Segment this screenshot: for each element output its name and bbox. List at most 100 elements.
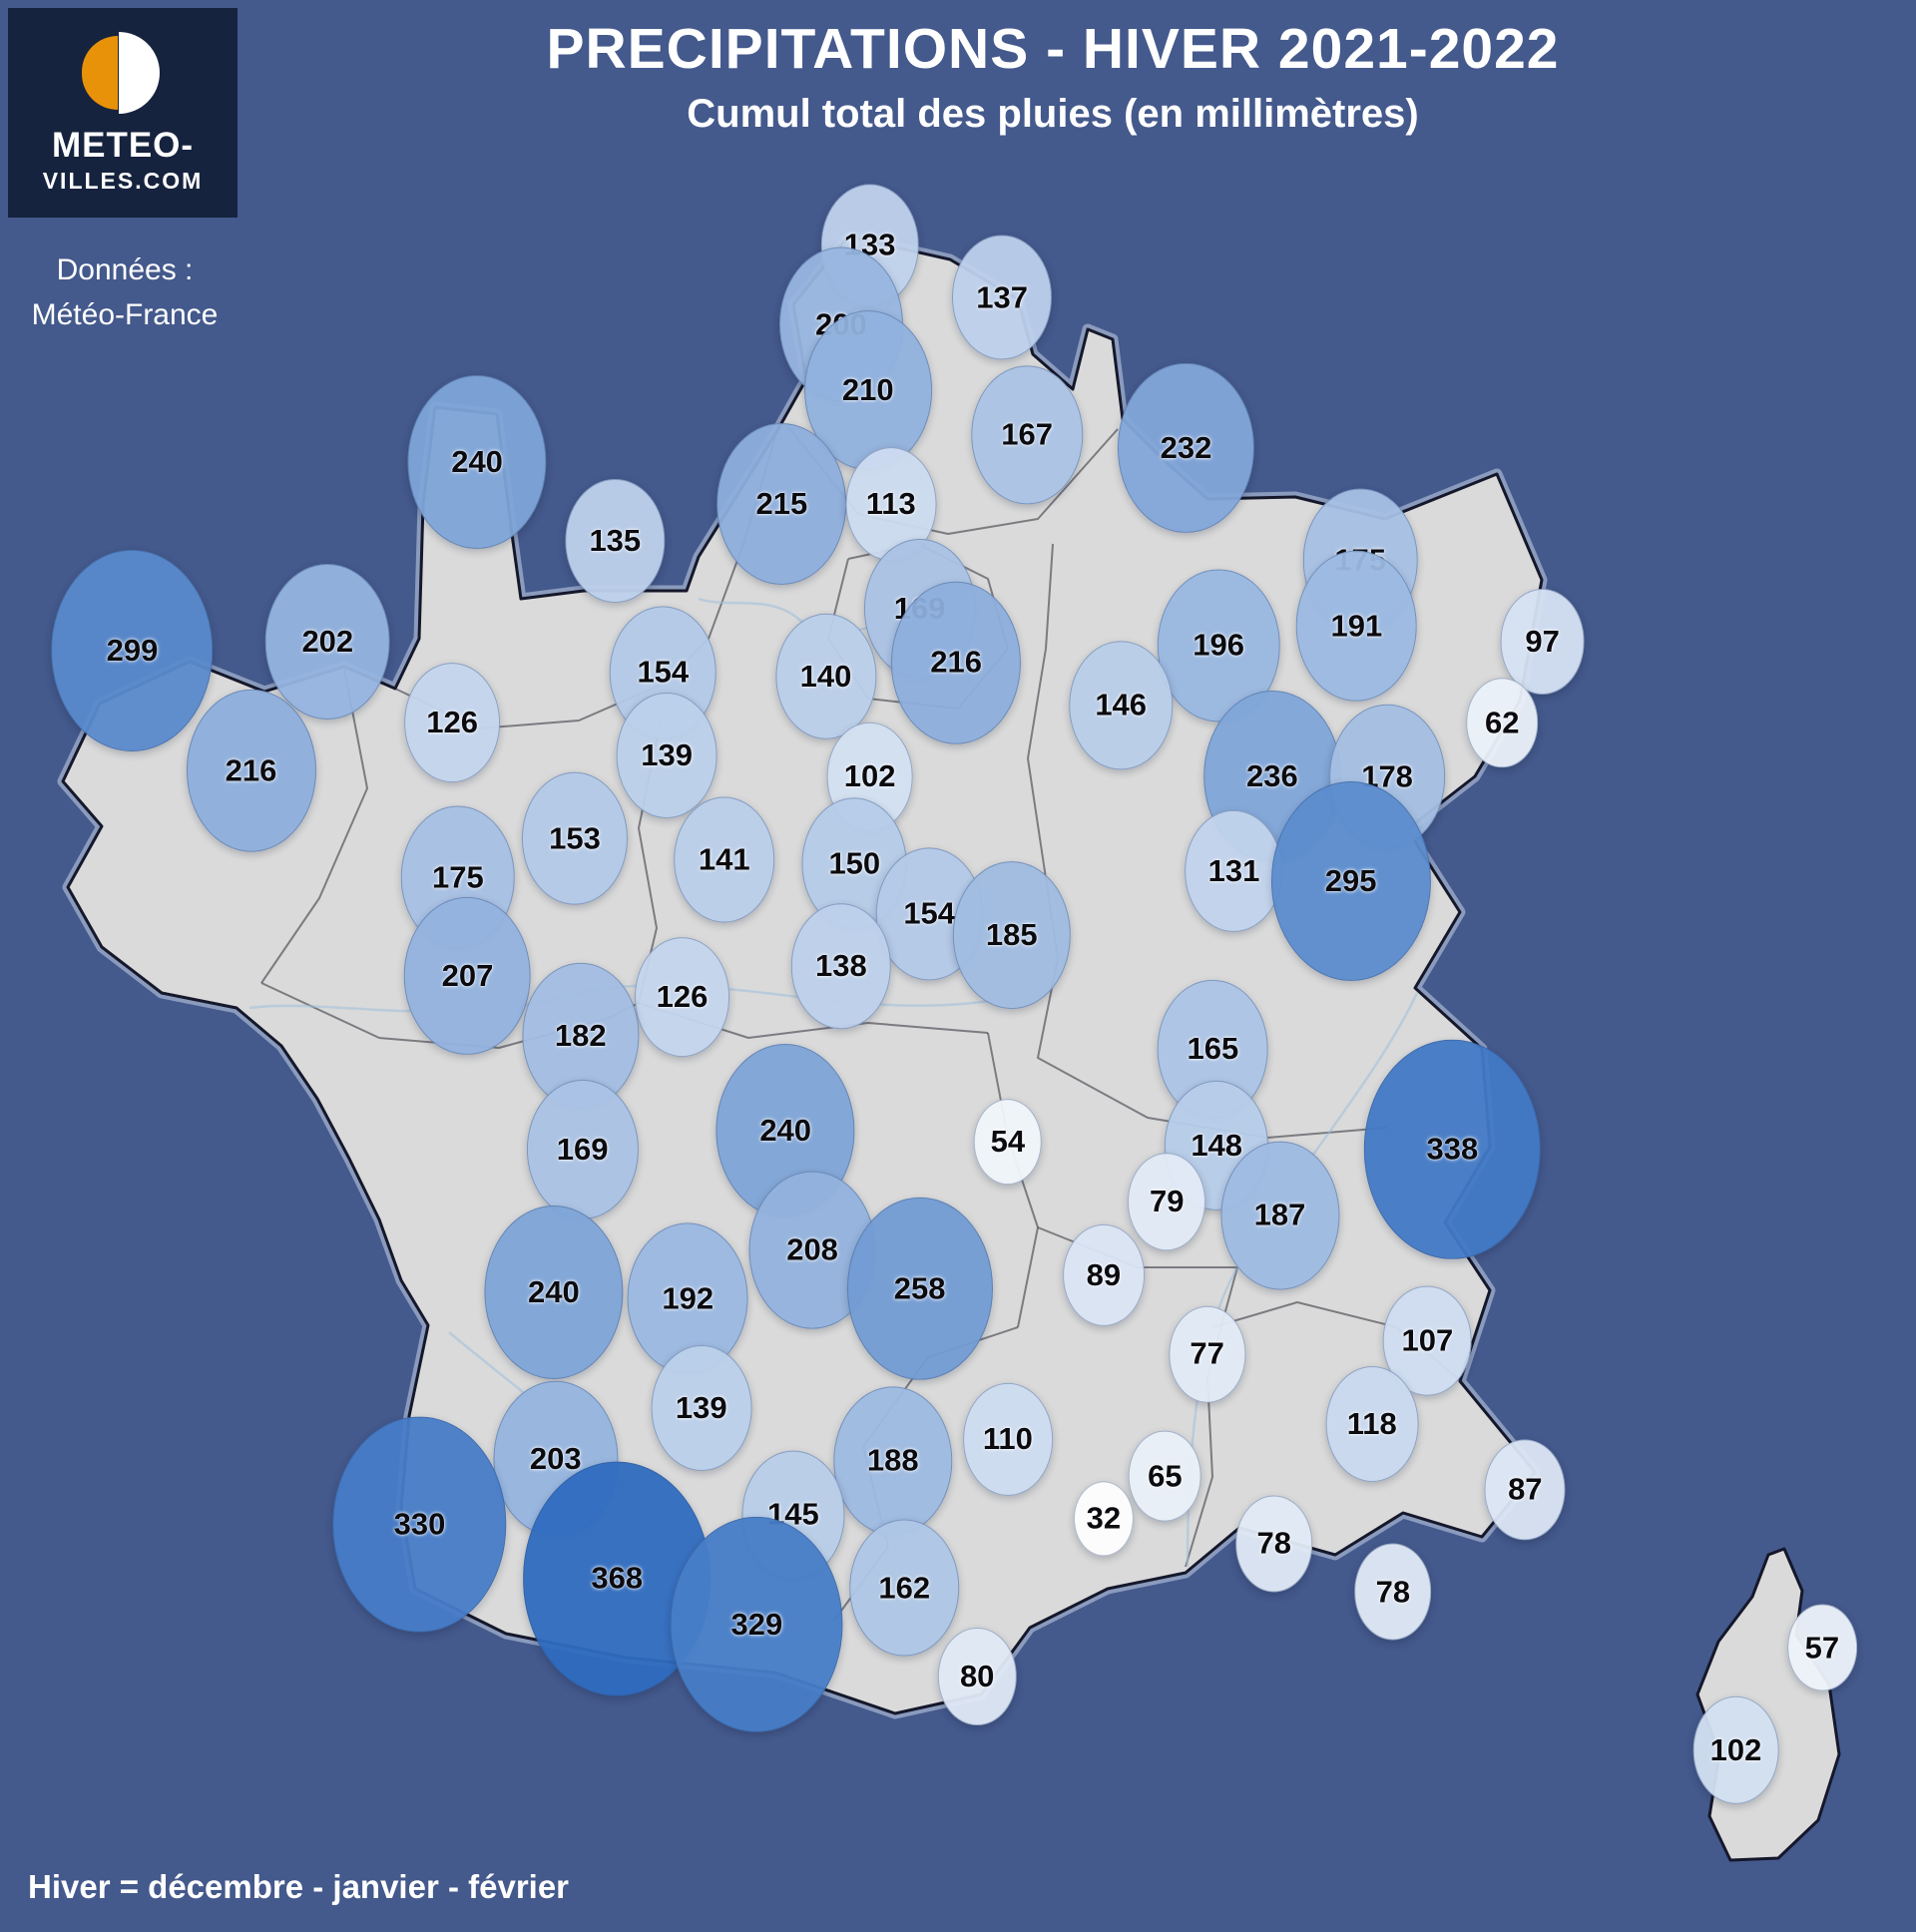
precip-bubble: 135 <box>565 479 665 604</box>
precip-bubble: 188 <box>833 1385 953 1536</box>
precip-value: 188 <box>866 1442 919 1478</box>
precip-bubble: 139 <box>616 692 718 818</box>
precip-value: 138 <box>815 947 867 983</box>
precip-bubble: 107 <box>1383 1285 1472 1396</box>
precip-value: 216 <box>930 645 982 681</box>
precip-value: 182 <box>554 1017 607 1053</box>
data-source: Données : Météo-France <box>0 247 249 337</box>
precip-value: 154 <box>637 654 690 690</box>
precip-value: 169 <box>556 1131 609 1167</box>
precip-value: 368 <box>591 1560 644 1596</box>
precip-value: 65 <box>1148 1458 1183 1494</box>
precip-bubble: 295 <box>1270 780 1431 981</box>
precip-value: 240 <box>528 1274 580 1310</box>
precip-value: 192 <box>662 1279 715 1315</box>
precip-value: 185 <box>985 917 1038 953</box>
precip-value: 150 <box>828 845 881 881</box>
precip-bubble: 77 <box>1168 1305 1246 1403</box>
precip-bubble: 169 <box>526 1079 639 1220</box>
precip-bubble: 78 <box>1354 1543 1432 1641</box>
precip-bubble: 113 <box>845 447 937 562</box>
precip-bubble: 139 <box>651 1345 752 1472</box>
precip-value: 78 <box>1375 1574 1411 1610</box>
precip-bubble: 140 <box>774 613 877 739</box>
precip-value: 141 <box>698 841 750 877</box>
header: PRECIPITATIONS - HIVER 2021-2022 Cumul t… <box>539 16 1567 137</box>
precip-value: 240 <box>759 1112 812 1148</box>
logo-text-meteo: METEO- <box>51 126 195 165</box>
precip-value: 236 <box>1246 758 1298 794</box>
precip-bubble: 207 <box>404 896 531 1055</box>
precip-value: 62 <box>1485 705 1520 740</box>
precip-bubble: 32 <box>1073 1481 1134 1557</box>
precip-bubble: 126 <box>634 937 730 1057</box>
precip-value: 215 <box>755 486 808 522</box>
precip-value: 329 <box>730 1607 783 1643</box>
precip-value: 299 <box>106 633 159 669</box>
precip-bubble: 79 <box>1128 1153 1206 1250</box>
precip-value: 131 <box>1207 853 1260 889</box>
data-source-name: Météo-France <box>31 298 219 331</box>
logo-text-villes: VILLES.COM <box>42 168 204 194</box>
precip-value: 167 <box>1001 416 1053 452</box>
precip-bubble: 146 <box>1069 640 1173 770</box>
precip-value: 135 <box>589 523 642 559</box>
precip-value: 338 <box>1426 1131 1479 1167</box>
precip-bubble: 97 <box>1500 588 1586 695</box>
precip-value: 295 <box>1324 862 1377 898</box>
precip-value: 139 <box>675 1390 727 1426</box>
precip-value: 126 <box>426 705 478 740</box>
precip-value: 240 <box>451 443 503 479</box>
precip-bubble: 216 <box>891 581 1022 744</box>
logo-white-half <box>119 32 160 114</box>
precip-value: 207 <box>441 957 494 993</box>
precip-bubble: 330 <box>332 1416 507 1633</box>
precip-bubble: 65 <box>1129 1430 1201 1522</box>
precip-value: 187 <box>1253 1197 1306 1232</box>
precip-bubble: 299 <box>51 550 214 752</box>
precip-value: 113 <box>865 486 916 522</box>
precip-value: 146 <box>1095 687 1148 723</box>
precip-bubble: 338 <box>1364 1039 1541 1260</box>
precip-bubble: 141 <box>673 796 775 923</box>
precip-value: 102 <box>843 758 896 794</box>
precip-bubble: 240 <box>407 374 547 549</box>
meteo-villes-logo-icon <box>82 32 164 114</box>
precip-bubble: 131 <box>1185 810 1283 933</box>
precip-bubble: 153 <box>521 771 629 905</box>
page-subtitle: Cumul total des pluies (en millimètres) <box>687 92 1419 136</box>
precip-bubble: 80 <box>937 1628 1017 1726</box>
precip-value: 97 <box>1525 623 1560 659</box>
footer-note: Hiver = décembre - janvier - février <box>28 1868 570 1905</box>
data-source-label: Données : <box>56 253 194 286</box>
precip-value: 208 <box>786 1231 838 1267</box>
precip-bubble: 162 <box>849 1519 960 1657</box>
precip-bubble: 138 <box>790 903 892 1029</box>
precip-value: 216 <box>225 752 277 788</box>
precip-bubble: 110 <box>963 1383 1053 1496</box>
page-title: PRECIPITATIONS - HIVER 2021-2022 <box>546 17 1560 81</box>
precip-value: 203 <box>529 1440 582 1476</box>
precip-bubble: 102 <box>1692 1695 1779 1805</box>
precip-bubble: 216 <box>186 690 316 852</box>
meteo-villes-logo: METEO- VILLES.COM <box>8 8 238 218</box>
precip-value: 107 <box>1401 1322 1454 1358</box>
precip-value: 79 <box>1150 1184 1185 1219</box>
precip-bubble: 202 <box>264 563 390 720</box>
precip-value: 162 <box>878 1570 931 1606</box>
precip-value: 330 <box>393 1506 446 1542</box>
precip-value: 137 <box>976 279 1029 315</box>
precip-value: 210 <box>841 372 894 408</box>
precip-bubble: 258 <box>846 1198 993 1380</box>
precip-value: 154 <box>903 895 956 931</box>
precip-value: 87 <box>1508 1471 1543 1507</box>
precip-bubble: 89 <box>1063 1223 1145 1326</box>
precip-bubble: 167 <box>971 364 1083 505</box>
precip-value: 175 <box>432 858 484 894</box>
precip-value: 148 <box>1191 1128 1243 1164</box>
precip-bubble: 87 <box>1484 1438 1566 1541</box>
precip-value: 139 <box>641 736 694 772</box>
precip-bubble: 62 <box>1466 678 1539 767</box>
precip-value: 232 <box>1160 430 1212 466</box>
